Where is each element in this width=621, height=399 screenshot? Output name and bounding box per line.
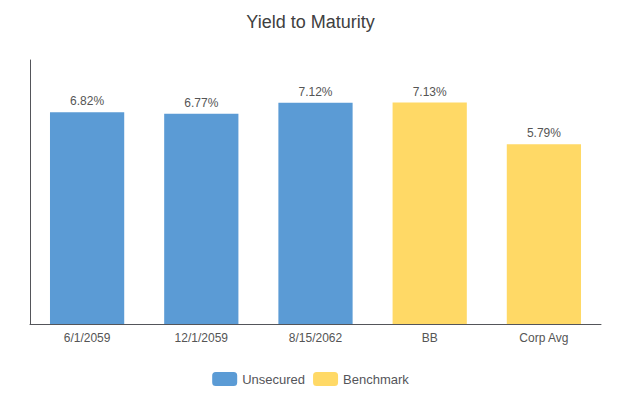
svg-text:12/1/2059: 12/1/2059 — [175, 331, 229, 345]
svg-text:Unsecured: Unsecured — [242, 372, 305, 387]
svg-text:6.77%: 6.77% — [184, 96, 218, 110]
svg-text:8/15/2062: 8/15/2062 — [289, 331, 343, 345]
svg-text:5.79%: 5.79% — [527, 126, 561, 140]
svg-text:BB: BB — [422, 331, 438, 345]
svg-text:7.12%: 7.12% — [298, 85, 332, 99]
svg-text:Corp Avg: Corp Avg — [519, 331, 568, 345]
svg-text:Yield to Maturity: Yield to Maturity — [246, 12, 374, 32]
svg-text:Benchmark: Benchmark — [343, 372, 409, 387]
svg-text:7.13%: 7.13% — [413, 85, 447, 99]
svg-text:6/1/2059: 6/1/2059 — [64, 331, 111, 345]
svg-text:6.82%: 6.82% — [70, 94, 104, 108]
